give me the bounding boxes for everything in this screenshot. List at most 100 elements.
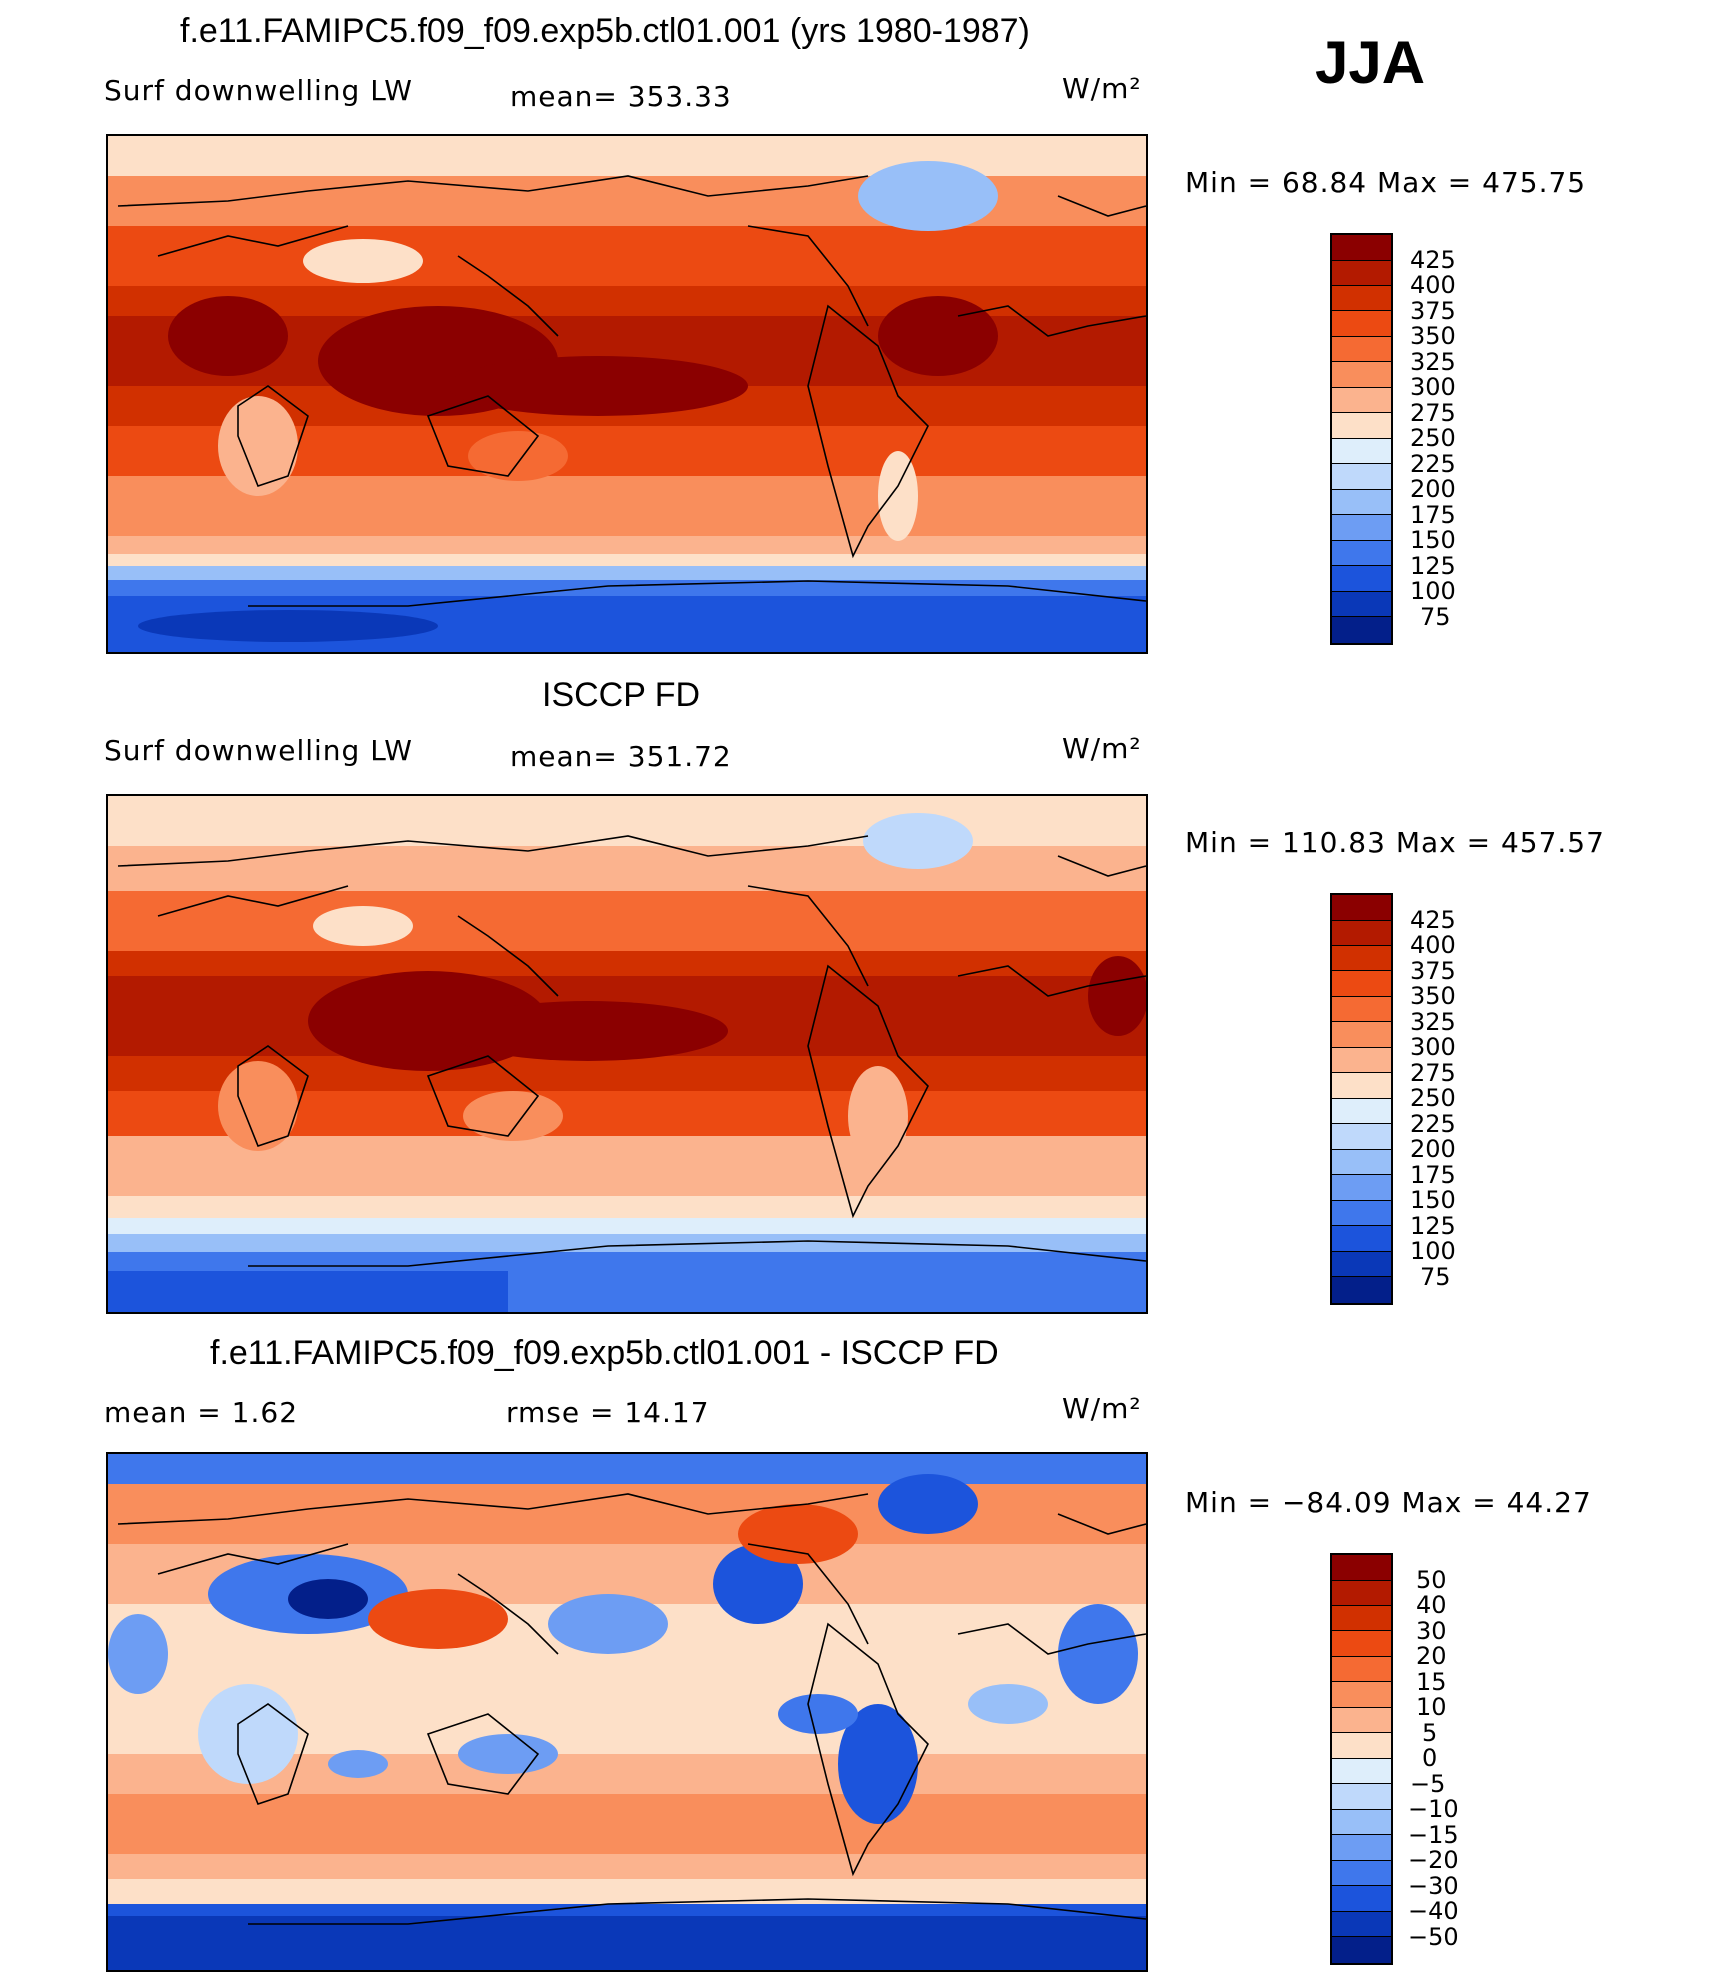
panel2-colorbar-swatch <box>1332 1048 1391 1073</box>
panel3-colorbar-swatch <box>1332 1606 1391 1631</box>
panel3-colorbar-label: 5 <box>1422 1719 1438 1747</box>
panel2-map <box>106 794 1148 1314</box>
panel3-colorbar-swatch <box>1332 1937 1391 1963</box>
panel1-colorbar-swatch <box>1332 261 1391 286</box>
panel1-mean: mean= 353.33 <box>510 80 732 113</box>
panel3-map <box>106 1452 1148 1972</box>
panel3-colorbar-swatch <box>1332 1912 1391 1937</box>
panel1-colorbar-swatch <box>1332 413 1391 439</box>
panel1-map <box>106 134 1148 654</box>
panel1-colorbar-swatch <box>1332 617 1391 643</box>
panel1-colorbar-label: 375 <box>1410 297 1456 325</box>
panel2-colorbar <box>1330 893 1393 1305</box>
panel2-colorbar-swatch <box>1332 1201 1391 1226</box>
panel2-variable-label: Surf downwelling LW <box>104 734 413 767</box>
panel1-colorbar-label: 225 <box>1410 450 1456 478</box>
panel1-colorbar-label: 250 <box>1410 424 1456 452</box>
panel2-colorbar-swatch <box>1332 921 1391 946</box>
season-label: JJA <box>1315 29 1426 96</box>
panel2-colorbar-label: 425 <box>1410 906 1456 934</box>
panel2-colorbar-label: 325 <box>1410 1008 1456 1036</box>
panel2-colorbar-label: 400 <box>1410 931 1456 959</box>
panel3-units: W/m² <box>1062 1392 1142 1425</box>
panel3-colorbar-swatch <box>1332 1810 1391 1835</box>
panel3-rmse: rmse = 14.17 <box>506 1396 710 1429</box>
panel3-colorbar-swatch <box>1332 1708 1391 1733</box>
panel3-colorbar-swatch <box>1332 1759 1391 1784</box>
panel2-colorbar-label: 250 <box>1410 1084 1456 1112</box>
panel3-colorbar-label: 10 <box>1416 1693 1447 1721</box>
panel2-colorbar-swatch <box>1332 1277 1391 1303</box>
panel2-colorbar-label: 375 <box>1410 957 1456 985</box>
panel2-colorbar-swatch <box>1332 946 1391 971</box>
panel2-minmax: Min = 110.83 Max = 457.57 <box>1185 826 1605 859</box>
panel3-colorbar-label: 0 <box>1422 1744 1438 1772</box>
panel3-colorbar-swatch <box>1332 1886 1391 1912</box>
panel1-colorbar-label: 300 <box>1410 373 1456 401</box>
panel2-colorbar-swatch <box>1332 1226 1391 1252</box>
panel2-colorbar-label: 275 <box>1410 1059 1456 1087</box>
panel2-colorbar-label: 300 <box>1410 1033 1456 1061</box>
panel2-colorbar-label: 150 <box>1410 1186 1456 1214</box>
panel3-colorbar-label: 15 <box>1416 1668 1447 1696</box>
panel2-colorbar-label: 350 <box>1410 982 1456 1010</box>
panel1-title: f.e11.FAMIPC5.f09_f09.exp5b.ctl01.001 (y… <box>180 12 1030 50</box>
panel3-colorbar-label: −40 <box>1408 1897 1459 1925</box>
panel1-colorbar-swatch <box>1332 439 1391 464</box>
panel1-colorbar-swatch <box>1332 235 1391 261</box>
panel1-colorbar-label: 350 <box>1410 322 1456 350</box>
panel1-colorbar-swatch <box>1332 515 1391 541</box>
panel3-minmax: Min = −84.09 Max = 44.27 <box>1185 1486 1592 1519</box>
panel1-colorbar-swatch <box>1332 566 1391 592</box>
panel3-colorbar-label: −5 <box>1410 1770 1446 1798</box>
panel3-colorbar-swatch <box>1332 1555 1391 1581</box>
panel1-colorbar-swatch <box>1332 311 1391 337</box>
panel3-colorbar-label: 50 <box>1416 1566 1447 1594</box>
panel1-colorbar-label: 425 <box>1410 246 1456 274</box>
panel2-colorbar-swatch <box>1332 1022 1391 1048</box>
panel1-colorbar-swatch <box>1332 464 1391 490</box>
panel3-colorbar <box>1330 1553 1393 1965</box>
panel1-colorbar-swatch <box>1332 362 1391 388</box>
panel1-units: W/m² <box>1062 72 1142 105</box>
panel3-colorbar-swatch <box>1332 1733 1391 1759</box>
panel2-colorbar-label: 100 <box>1410 1237 1456 1265</box>
panel3-colorbar-label: 30 <box>1416 1617 1447 1645</box>
panel2-colorbar-swatch <box>1332 895 1391 921</box>
panel3-colorbar-swatch <box>1332 1835 1391 1861</box>
panel3-colorbar-swatch <box>1332 1784 1391 1810</box>
panel2-units: W/m² <box>1062 732 1142 765</box>
panel2-colorbar-label: 200 <box>1410 1135 1456 1163</box>
panel3-colorbar-swatch <box>1332 1657 1391 1682</box>
panel2-map-graphic <box>108 796 1146 1312</box>
panel3-colorbar-label: −10 <box>1408 1795 1459 1823</box>
panel2-mean: mean= 351.72 <box>510 740 732 773</box>
panel1-colorbar-label: 275 <box>1410 399 1456 427</box>
panel2-colorbar-swatch <box>1332 1073 1391 1099</box>
panel3-colorbar-label: −50 <box>1408 1923 1459 1951</box>
panel3-mean: mean = 1.62 <box>104 1396 299 1429</box>
panel1-colorbar-swatch <box>1332 337 1391 362</box>
panel3-colorbar-label: 40 <box>1416 1591 1447 1619</box>
panel3-colorbar-label: 20 <box>1416 1642 1447 1670</box>
panel3-colorbar-label: −15 <box>1408 1821 1459 1849</box>
panel1-colorbar-label: 75 <box>1420 603 1451 631</box>
panel2-colorbar-label: 175 <box>1410 1161 1456 1189</box>
panel2-colorbar-label: 75 <box>1420 1263 1451 1291</box>
panel3-colorbar-swatch <box>1332 1631 1391 1657</box>
panel1-variable-label: Surf downwelling LW <box>104 74 413 107</box>
panel3-colorbar-swatch <box>1332 1861 1391 1886</box>
panel1-colorbar-label: 325 <box>1410 348 1456 376</box>
panel1-colorbar-swatch <box>1332 286 1391 311</box>
panel1-colorbar-label: 125 <box>1410 552 1456 580</box>
panel1-colorbar-swatch <box>1332 490 1391 515</box>
panel2-colorbar-label: 225 <box>1410 1110 1456 1138</box>
panel1-colorbar-label: 400 <box>1410 271 1456 299</box>
panel2-colorbar-label: 125 <box>1410 1212 1456 1240</box>
panel1-colorbar-swatch <box>1332 592 1391 617</box>
panel2-colorbar-swatch <box>1332 1124 1391 1150</box>
panel1-colorbar-label: 100 <box>1410 577 1456 605</box>
panel1-colorbar-swatch <box>1332 388 1391 413</box>
panel1-colorbar <box>1330 233 1393 645</box>
panel2-colorbar-swatch <box>1332 997 1391 1022</box>
